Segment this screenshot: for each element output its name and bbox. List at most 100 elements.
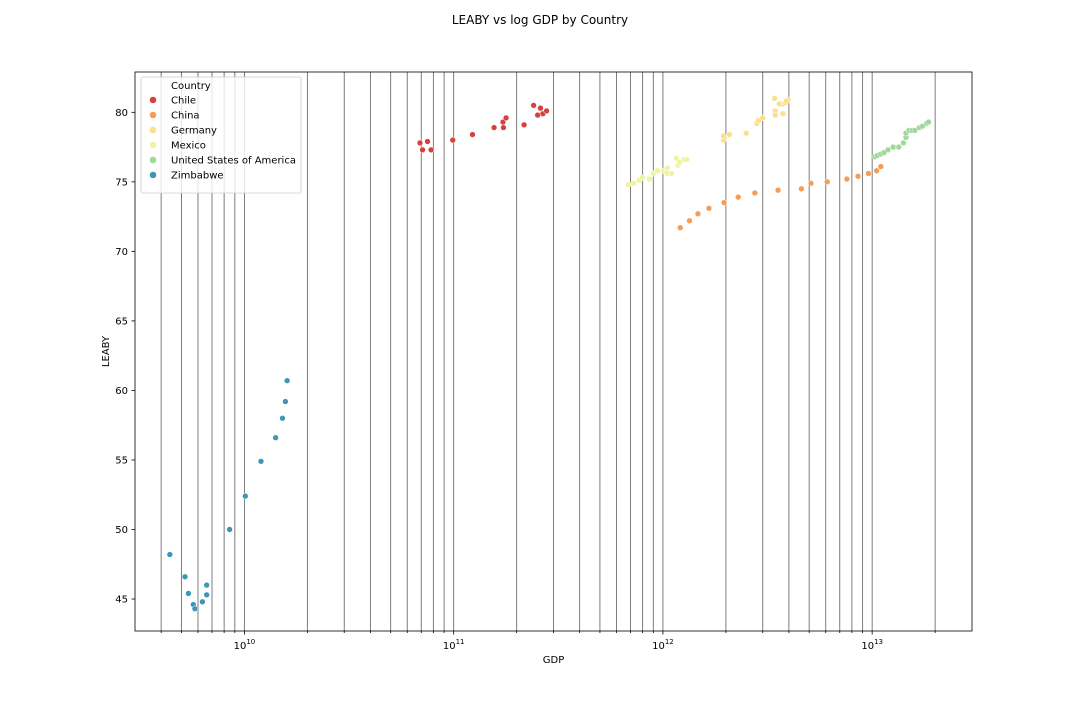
point-mexico	[625, 181, 632, 188]
point-chile	[500, 124, 507, 131]
y-tick-label: 60	[115, 386, 128, 397]
point-china	[854, 173, 862, 180]
legend: Country Chile China Germany Mexico United Sta…	[140, 76, 302, 194]
plot-area: 1010 1011 1012 1013 45 50 55 60 65 70 75 80	[115, 71, 973, 652]
point-chile	[502, 114, 510, 122]
point-zimbabwe	[242, 492, 249, 500]
point-germany	[779, 110, 787, 117]
legend-marker	[149, 96, 157, 104]
legend-label: Chile	[171, 96, 196, 107]
point-zimbabwe	[191, 605, 199, 612]
point-zimbabwe	[203, 591, 210, 598]
point-chile	[530, 102, 537, 109]
legend-box	[140, 76, 302, 194]
point-china	[824, 178, 831, 186]
point-zimbabwe	[272, 434, 279, 441]
legend-marker	[149, 156, 157, 164]
x-axis-label: GDP	[543, 655, 564, 666]
point-united-states-of-america	[895, 143, 902, 151]
point-china	[873, 167, 880, 174]
legend-label: China	[171, 111, 200, 122]
point-mexico	[630, 180, 637, 187]
legend-label: Zimbabwe	[171, 171, 224, 182]
point-zimbabwe	[199, 598, 206, 605]
point-china	[774, 187, 782, 194]
point-china	[677, 224, 684, 231]
point-chile	[534, 111, 541, 119]
point-united-states-of-america	[884, 146, 892, 154]
y-tick-label: 70	[115, 247, 128, 258]
legend-label: Germany	[171, 126, 217, 137]
point-china	[720, 199, 728, 206]
point-china	[807, 180, 815, 187]
point-mexico	[668, 170, 675, 177]
point-china	[798, 185, 805, 192]
point-chile	[419, 146, 426, 154]
point-germany	[771, 95, 778, 102]
point-chile	[449, 136, 456, 144]
point-china	[865, 170, 872, 177]
point-chile	[543, 107, 550, 115]
point-zimbabwe	[203, 581, 210, 589]
point-chile	[424, 138, 431, 145]
y-tick-label: 50	[115, 525, 128, 536]
point-china	[735, 193, 742, 201]
point-zimbabwe	[279, 415, 286, 422]
point-zimbabwe	[181, 573, 189, 580]
point-united-states-of-america	[890, 143, 897, 151]
point-chile	[469, 131, 476, 138]
x-tick-label: 1010	[234, 638, 256, 652]
legend-marker	[149, 171, 157, 179]
point-china	[877, 163, 884, 170]
x-tick-label: 1012	[652, 638, 674, 652]
point-germany	[776, 100, 783, 108]
point-germany	[726, 131, 733, 138]
point-zimbabwe	[166, 551, 173, 558]
point-united-states-of-america	[925, 118, 932, 126]
point-mexico	[654, 167, 661, 174]
legend-marker	[149, 126, 157, 134]
legend-label: United States of America	[171, 156, 296, 167]
point-china	[705, 205, 713, 212]
point-chile	[416, 139, 424, 147]
plot-frame	[134, 71, 973, 632]
point-united-states-of-america	[911, 127, 919, 134]
point-united-states-of-america	[900, 139, 907, 147]
point-zimbabwe	[185, 590, 192, 597]
y-tick-label: 45	[115, 595, 128, 606]
point-zimbabwe	[283, 377, 291, 384]
point-germany	[772, 111, 779, 119]
point-china	[843, 175, 851, 183]
point-mexico	[673, 155, 680, 162]
point-mexico	[676, 159, 683, 166]
point-mexico	[683, 156, 690, 163]
y-axis-label: LEABY	[101, 335, 112, 367]
point-china	[751, 189, 758, 197]
y-tick-label: 75	[115, 177, 128, 188]
y-tick-label: 80	[115, 108, 128, 119]
y-tick-label: 55	[115, 455, 128, 466]
point-china	[694, 210, 702, 217]
legend-label: Mexico	[171, 141, 206, 152]
y-tick-label: 65	[115, 316, 128, 327]
legend-marker	[149, 141, 157, 149]
point-mexico	[664, 164, 671, 172]
point-zimbabwe	[226, 526, 233, 533]
point-germany	[783, 98, 790, 105]
point-mexico	[639, 174, 646, 181]
point-china	[686, 217, 693, 224]
chart-title: LEABY vs log GDP by Country	[452, 13, 628, 27]
point-germany	[743, 130, 750, 137]
point-germany	[759, 114, 766, 122]
point-germany	[720, 132, 727, 140]
point-chile	[490, 124, 498, 131]
point-zimbabwe	[282, 398, 289, 405]
point-mexico	[646, 175, 653, 183]
x-tick-label: 1011	[443, 638, 465, 652]
legend-marker	[149, 111, 157, 119]
point-chile	[427, 146, 435, 154]
point-chile	[520, 121, 528, 128]
x-tick-label: 1013	[861, 638, 883, 652]
legend-title: Country	[171, 81, 211, 92]
